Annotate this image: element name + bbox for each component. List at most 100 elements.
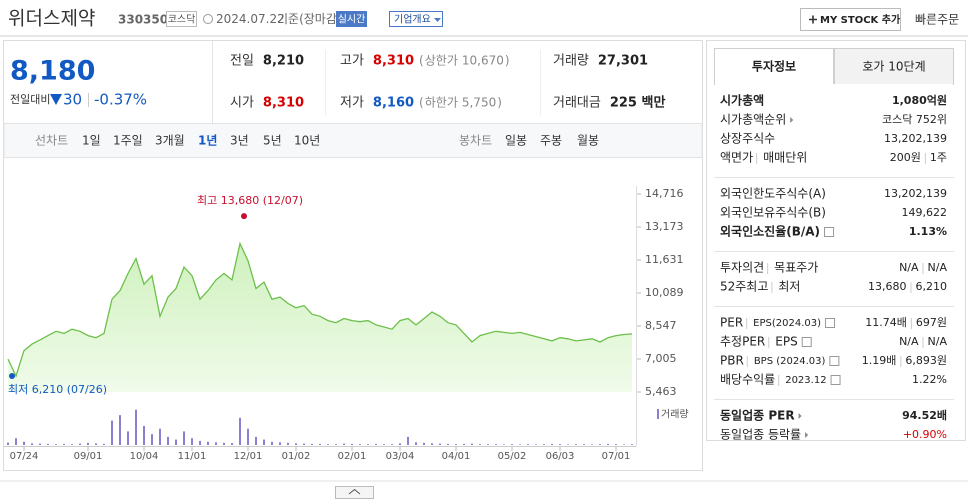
info-label: 추정PER bbox=[720, 335, 765, 349]
tab-group-label: 봉차트 bbox=[459, 134, 492, 148]
volume-bar bbox=[239, 417, 241, 445]
my-stock-button[interactable] bbox=[800, 8, 901, 31]
volume-bar bbox=[415, 442, 417, 445]
info-label: 동일업종 등락률 bbox=[720, 428, 801, 442]
info-value: 94.52배 bbox=[902, 408, 947, 422]
volume-bar bbox=[487, 444, 489, 445]
info-value: 13,202,139 bbox=[884, 187, 947, 200]
volume-bar bbox=[47, 443, 49, 445]
stat-value: 8,310 bbox=[373, 54, 414, 69]
stat-value: 8,310 bbox=[263, 96, 304, 111]
volume-bar bbox=[607, 443, 609, 445]
stock-name: 위더스제약 bbox=[8, 8, 95, 30]
volume-bar bbox=[311, 443, 313, 445]
volume-bar bbox=[199, 440, 201, 445]
x-tick-label: 06/03 bbox=[546, 451, 575, 462]
volume-bar bbox=[215, 442, 217, 445]
volume-bar bbox=[31, 443, 33, 445]
paren: ( bbox=[419, 96, 424, 110]
volume-bar bbox=[463, 443, 465, 445]
info-value: 6,893원 bbox=[905, 354, 947, 367]
period-tab[interactable]: 3개월 bbox=[155, 134, 185, 148]
volume-bar bbox=[191, 438, 193, 445]
x-tick-label: 07/01 bbox=[602, 451, 631, 462]
volume-bar bbox=[631, 444, 633, 445]
info-value: 13,202,139 bbox=[884, 132, 947, 145]
volume-bar bbox=[295, 443, 297, 445]
collapse-button[interactable] bbox=[335, 486, 374, 499]
dropdown-arrow bbox=[434, 18, 441, 22]
volume-bar bbox=[375, 443, 377, 445]
down-triangle bbox=[50, 94, 62, 105]
volume-bar bbox=[391, 444, 393, 445]
info-value: N/A bbox=[899, 261, 919, 274]
candle-tab[interactable]: 주봉 bbox=[540, 134, 562, 148]
tab-active[interactable] bbox=[714, 48, 834, 85]
volume-bar bbox=[135, 409, 137, 445]
side-tab[interactable]: 호가 10단계 bbox=[862, 60, 925, 74]
period-tab[interactable]: 1주일 bbox=[113, 134, 143, 148]
stat-value: 8,160 bbox=[373, 96, 414, 111]
stat-value: 225 백만 bbox=[610, 95, 666, 111]
y-tick-label: 7,005 bbox=[645, 352, 677, 365]
volume-bar bbox=[543, 444, 545, 445]
period-tab[interactable]: 1년 bbox=[198, 134, 217, 148]
quick-order[interactable]: 빠른주문 bbox=[915, 13, 959, 27]
volume-bar bbox=[615, 444, 617, 445]
legend-label: 거래량 bbox=[661, 409, 689, 421]
volume-bar bbox=[367, 444, 369, 445]
volume-bar bbox=[167, 436, 169, 445]
side-tab[interactable]: 투자정보 bbox=[752, 59, 796, 74]
y-tick-label: 5,463 bbox=[645, 385, 677, 398]
volume-bar bbox=[95, 443, 97, 445]
volume-bar bbox=[279, 442, 281, 445]
info-value: 149,622 bbox=[902, 206, 948, 219]
info-value: +0.90% bbox=[903, 428, 947, 441]
volume-bar bbox=[527, 444, 529, 445]
volume-bar bbox=[359, 444, 361, 445]
tab[interactable] bbox=[834, 48, 954, 85]
overview-text[interactable]: 기업개요 bbox=[394, 13, 431, 26]
volume-bar bbox=[207, 441, 209, 445]
x-tick-label: 07/24 bbox=[10, 451, 39, 462]
my-stock-text[interactable]: MY STOCK 추가 bbox=[820, 13, 901, 26]
legend-swatch bbox=[657, 409, 659, 419]
candle-tab[interactable]: 월봉 bbox=[577, 134, 599, 148]
info-value: 1,080억원 bbox=[892, 93, 947, 107]
period-tab[interactable]: 1일 bbox=[82, 134, 101, 148]
volume-bar bbox=[495, 444, 497, 445]
volume-bar bbox=[511, 444, 513, 445]
x-tick-label: 12/01 bbox=[234, 451, 263, 462]
volume-bar bbox=[423, 442, 425, 445]
period-tab[interactable]: 3년 bbox=[230, 134, 249, 148]
y-tick-label: 14,716 bbox=[645, 187, 684, 200]
info-value: N/A bbox=[899, 335, 919, 348]
overview-dropdown[interactable] bbox=[389, 11, 443, 27]
volume-bar bbox=[287, 442, 289, 445]
clock-icon bbox=[203, 14, 213, 24]
info-value: 1주 bbox=[930, 151, 947, 164]
volume-bar bbox=[471, 443, 473, 445]
info-value: 6,210 bbox=[916, 280, 948, 293]
period-tab[interactable]: 5년 bbox=[263, 134, 282, 148]
period-tab[interactable]: 10년 bbox=[294, 134, 320, 148]
plus-icon bbox=[809, 15, 817, 24]
volume-bar bbox=[71, 444, 73, 445]
volume-bar bbox=[159, 428, 161, 445]
row-arrow bbox=[805, 432, 809, 438]
candle-tab[interactable]: 일봉 bbox=[505, 134, 527, 148]
info-label: 최저 bbox=[778, 280, 800, 294]
info-value: 13,680 bbox=[868, 280, 907, 293]
volume-bar bbox=[551, 443, 553, 445]
volume-bar bbox=[183, 431, 185, 445]
volume-bar bbox=[151, 434, 153, 445]
extreme-marker bbox=[9, 373, 15, 380]
row-arrow bbox=[790, 117, 794, 123]
info-label: 시가총액순위 bbox=[720, 113, 786, 127]
change-pct: -0.37% bbox=[94, 91, 147, 109]
y-tick-label: 10,089 bbox=[645, 286, 684, 299]
y-tick-label: 13,173 bbox=[645, 220, 684, 233]
